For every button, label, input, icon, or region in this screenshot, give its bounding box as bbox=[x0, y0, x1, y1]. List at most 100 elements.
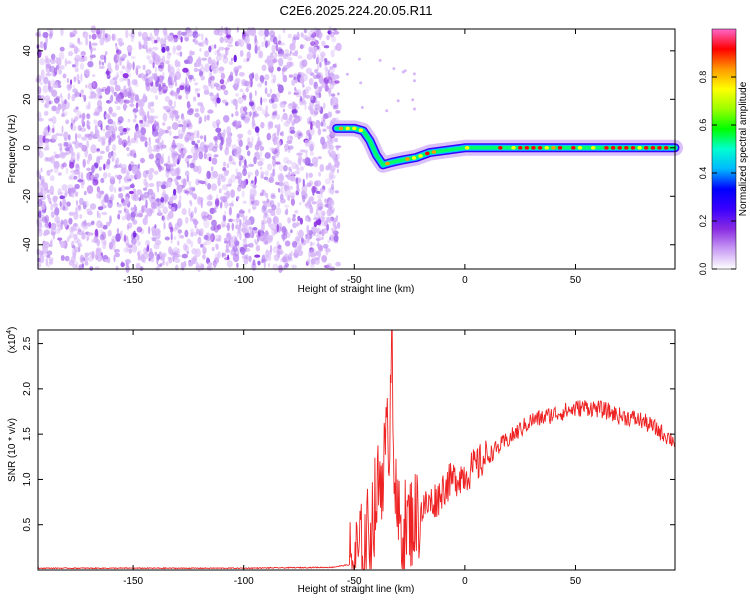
noise-speckle bbox=[254, 169, 259, 177]
noise-speckle bbox=[244, 35, 250, 45]
noise-speckle bbox=[115, 265, 119, 271]
noise-speckle bbox=[191, 248, 198, 255]
noise-speckle bbox=[190, 232, 194, 238]
snr-x-tick-label: -100 bbox=[234, 576, 254, 587]
noise-speckle bbox=[172, 110, 179, 115]
noise-speckle bbox=[257, 260, 261, 266]
noise-speckle bbox=[118, 41, 122, 46]
noise-speckle bbox=[251, 261, 256, 268]
noise-speckle bbox=[288, 91, 292, 95]
noise-speckle bbox=[257, 45, 261, 51]
noise-speckle bbox=[305, 67, 312, 75]
noise-speckle bbox=[207, 262, 213, 267]
noise-speckle bbox=[313, 181, 319, 187]
noise-speckle bbox=[158, 164, 162, 173]
noise-speckle bbox=[225, 136, 232, 146]
noise-speckle bbox=[191, 146, 197, 155]
noise-speckle bbox=[203, 89, 210, 95]
noise-speckle bbox=[248, 208, 251, 214]
noise-speckle bbox=[162, 85, 169, 90]
noise-speckle bbox=[212, 170, 219, 178]
noise-speckle bbox=[121, 41, 124, 46]
noise-speckle bbox=[324, 84, 329, 92]
noise-speckle bbox=[225, 243, 229, 251]
noise-speckle bbox=[68, 211, 75, 216]
noise-speckle bbox=[264, 59, 270, 64]
noise-speckle bbox=[184, 229, 189, 238]
noise-speckle bbox=[105, 134, 111, 138]
noise-speckle bbox=[40, 204, 46, 210]
spectrogram-y-tick-label: 40 bbox=[22, 45, 33, 57]
noise-speckle bbox=[117, 116, 124, 124]
noise-speckle bbox=[69, 79, 73, 86]
noise-speckle bbox=[294, 170, 300, 175]
noise-speckle bbox=[117, 120, 122, 126]
noise-speckle bbox=[122, 200, 128, 206]
noise-speckle bbox=[63, 152, 68, 156]
noise-speckle bbox=[300, 237, 304, 244]
noise-speckle bbox=[334, 190, 339, 194]
noise-speckle bbox=[294, 249, 299, 253]
noise-speckle bbox=[220, 136, 224, 146]
noise-speckle bbox=[64, 190, 68, 195]
noise-speckle bbox=[318, 92, 322, 99]
noise-speckle bbox=[252, 259, 256, 267]
noise-speckle bbox=[95, 248, 101, 256]
noise-speckle bbox=[238, 72, 245, 77]
noise-speckle bbox=[205, 37, 207, 41]
noise-speckle bbox=[86, 121, 91, 126]
noise-speckle bbox=[160, 197, 165, 203]
snr-y-label: SNR (10 * v/v) bbox=[7, 418, 18, 482]
signal-peak bbox=[511, 146, 516, 150]
noise-speckle bbox=[133, 204, 137, 213]
noise-speckle bbox=[45, 72, 52, 77]
noise-speckle bbox=[271, 204, 277, 211]
noise-speckle bbox=[162, 122, 166, 126]
noise-speckle bbox=[180, 178, 186, 185]
noise-speckle bbox=[186, 188, 189, 196]
noise-speckle bbox=[325, 251, 328, 256]
noise-speckle bbox=[281, 256, 287, 263]
noise-speckle bbox=[252, 184, 257, 189]
noise-speckle bbox=[178, 94, 183, 101]
noise-speckle bbox=[42, 135, 46, 143]
noise-speckle bbox=[103, 172, 108, 179]
noise-speckle bbox=[247, 171, 253, 176]
colorbar-gradient bbox=[711, 28, 737, 270]
noise-speckle bbox=[132, 119, 137, 123]
noise-speckle bbox=[153, 132, 157, 138]
noise-speckle bbox=[150, 192, 156, 200]
noise-speckle bbox=[320, 236, 324, 240]
noise-speckle bbox=[313, 111, 319, 116]
noise-speckle bbox=[302, 89, 309, 95]
noise-speckle bbox=[304, 139, 309, 144]
noise-speckle bbox=[74, 246, 80, 253]
noise-speckle bbox=[329, 66, 335, 73]
noise-speckle bbox=[288, 166, 292, 171]
noise-speckle bbox=[314, 110, 317, 115]
noise-speckle bbox=[154, 39, 158, 44]
noise-speckle bbox=[127, 222, 133, 229]
noise-speckle bbox=[210, 166, 214, 172]
noise-speckle bbox=[80, 57, 86, 62]
noise-speckle bbox=[245, 226, 252, 230]
noise-speckle bbox=[102, 224, 108, 230]
noise-speckle bbox=[187, 29, 193, 37]
noise-speckle bbox=[251, 119, 256, 128]
noise-speckle bbox=[327, 111, 333, 118]
noise-speckle bbox=[46, 63, 49, 69]
noise-speckle bbox=[48, 201, 52, 204]
noise-speckle bbox=[177, 240, 180, 246]
noise-speckle bbox=[131, 165, 138, 175]
noise-speckle bbox=[145, 73, 149, 77]
noise-speckle bbox=[302, 44, 306, 48]
noise-speckle bbox=[180, 36, 183, 43]
snr-y-multiplier: (x104) bbox=[6, 327, 18, 354]
noise-speckle bbox=[241, 255, 246, 259]
noise-speckle bbox=[161, 215, 165, 221]
noise-speckle bbox=[317, 156, 322, 160]
noise-speckle bbox=[65, 147, 71, 155]
noise-speckle bbox=[72, 263, 78, 269]
noise-speckle bbox=[284, 188, 291, 197]
